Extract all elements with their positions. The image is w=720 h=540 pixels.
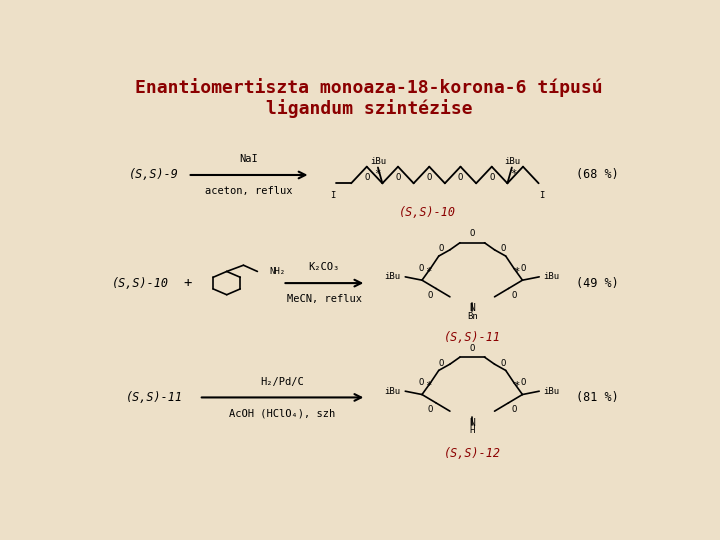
Text: iBu: iBu <box>544 272 559 281</box>
Text: iBu: iBu <box>504 157 520 166</box>
Text: NaI: NaI <box>240 154 258 164</box>
Text: O: O <box>364 173 369 182</box>
Text: N: N <box>469 418 475 428</box>
Text: aceton, reflux: aceton, reflux <box>205 186 293 196</box>
Text: O: O <box>469 229 475 238</box>
Text: O: O <box>439 245 444 253</box>
Text: O: O <box>418 264 423 273</box>
Text: O: O <box>418 379 423 387</box>
Text: +: + <box>184 276 192 290</box>
Text: O: O <box>458 173 463 182</box>
Text: O: O <box>426 173 432 182</box>
Text: (S,S)-11: (S,S)-11 <box>126 391 183 404</box>
Text: O: O <box>428 291 433 300</box>
Text: Bn: Bn <box>467 312 477 321</box>
Text: O: O <box>500 245 505 253</box>
Text: *: * <box>425 381 431 391</box>
Text: I: I <box>539 191 544 200</box>
Text: (S,S)-10: (S,S)-10 <box>112 276 168 289</box>
Text: K₂CO₃: K₂CO₃ <box>309 262 340 272</box>
Text: O: O <box>439 359 444 368</box>
Text: O: O <box>511 406 517 414</box>
Text: (S,S)-12: (S,S)-12 <box>444 447 500 460</box>
Text: iBu: iBu <box>370 157 386 166</box>
Text: MeCN, reflux: MeCN, reflux <box>287 294 362 304</box>
Text: O: O <box>521 264 526 273</box>
Text: (S,S)-9: (S,S)-9 <box>129 168 179 181</box>
Text: O: O <box>521 379 526 387</box>
Text: iBu: iBu <box>384 387 401 396</box>
Text: iBu: iBu <box>384 272 401 281</box>
Text: I: I <box>330 191 336 200</box>
Text: Enantiomertiszta monoaza-18-korona-6 típusú: Enantiomertiszta monoaza-18-korona-6 típ… <box>135 78 603 97</box>
Text: O: O <box>428 406 433 414</box>
Text: *: * <box>374 169 380 179</box>
Text: *: * <box>425 267 431 277</box>
Text: H: H <box>469 426 475 435</box>
Text: (81 %): (81 %) <box>577 391 619 404</box>
Text: (49 %): (49 %) <box>577 276 619 289</box>
Text: *: * <box>513 381 520 391</box>
Text: *: * <box>513 267 520 277</box>
Text: H₂/Pd/C: H₂/Pd/C <box>261 376 305 387</box>
Text: AcOH (HClO₄), szh: AcOH (HClO₄), szh <box>230 408 336 418</box>
Text: *: * <box>510 169 516 179</box>
Text: (S,S)-11: (S,S)-11 <box>444 330 500 343</box>
Text: O: O <box>469 343 475 353</box>
Text: N: N <box>469 303 475 313</box>
Text: (68 %): (68 %) <box>577 168 619 181</box>
Text: iBu: iBu <box>544 387 559 396</box>
Text: NH₂: NH₂ <box>270 267 286 276</box>
Text: ligandum szintézise: ligandum szintézise <box>266 99 472 118</box>
Text: O: O <box>511 291 517 300</box>
Text: O: O <box>500 359 505 368</box>
Text: (S,S)-10: (S,S)-10 <box>399 206 456 219</box>
Text: O: O <box>489 173 495 182</box>
Text: O: O <box>395 173 401 182</box>
